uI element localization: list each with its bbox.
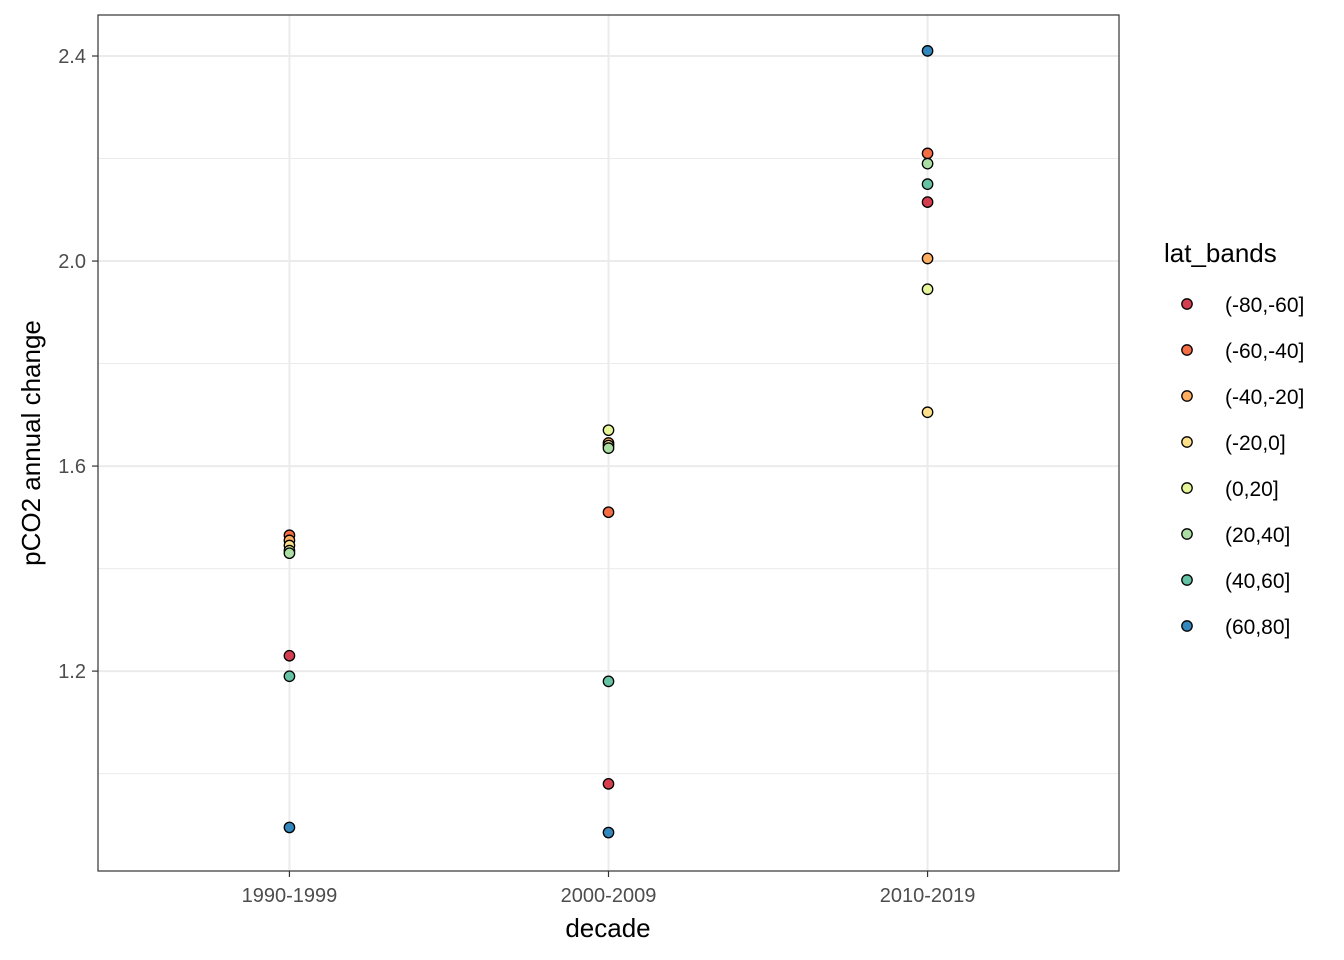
legend-key xyxy=(1181,298,1193,310)
data-point xyxy=(283,547,296,560)
x-tick-label: 1990-1999 xyxy=(242,885,338,907)
data-point xyxy=(921,178,934,190)
legend-label: (-20,0] xyxy=(1225,432,1286,455)
y-tick-label: 1.6 xyxy=(58,456,86,478)
y-axis: 1.2 1.6 2.0 2.4 xyxy=(58,46,98,683)
legend-label: (20,40] xyxy=(1225,524,1290,547)
x-tick-label: 2000-2009 xyxy=(561,885,657,907)
data-point xyxy=(921,196,934,208)
legend-key xyxy=(1181,574,1193,586)
legend-key xyxy=(1181,620,1193,632)
legend-title: lat_bands xyxy=(1164,238,1277,268)
x-axis: 1990-1999 2000-2009 2010-2019 xyxy=(242,871,976,907)
data-point xyxy=(602,675,615,688)
data-point xyxy=(602,424,615,437)
data-point xyxy=(602,506,615,519)
data-point xyxy=(921,406,934,419)
legend-key xyxy=(1181,528,1193,540)
x-axis-title: decade xyxy=(565,913,650,943)
x-tick-label: 2010-2019 xyxy=(880,885,976,907)
y-tick-label: 2.0 xyxy=(58,251,86,273)
y-axis-title: pCO2 annual change xyxy=(16,320,46,566)
data-point xyxy=(602,442,615,454)
legend-key xyxy=(1181,436,1193,448)
data-point xyxy=(921,283,934,296)
legend-key xyxy=(1181,482,1193,494)
data-point xyxy=(283,670,296,683)
data-points xyxy=(283,45,934,839)
legend-key xyxy=(1181,344,1193,356)
data-point xyxy=(602,778,615,790)
legend-label: (60,80] xyxy=(1225,616,1290,639)
data-point xyxy=(602,826,615,839)
legend-key xyxy=(1181,390,1193,402)
y-tick-label: 1.2 xyxy=(58,661,86,683)
legend-label: (-40,-20] xyxy=(1225,386,1304,409)
data-point xyxy=(921,45,934,57)
y-tick-label: 2.4 xyxy=(58,46,86,68)
legend-label: (-80,-60] xyxy=(1225,294,1304,317)
data-point xyxy=(921,252,934,265)
legend-label: (0,20] xyxy=(1225,478,1279,501)
legend: lat_bands (-80,-60] (-60,-40] (-40,-20] (-2… xyxy=(1164,238,1304,639)
data-point xyxy=(921,147,934,160)
data-point xyxy=(921,157,934,170)
data-point xyxy=(283,821,296,834)
legend-label: (40,60] xyxy=(1225,570,1290,593)
data-point xyxy=(283,649,296,662)
legend-label: (-60,-40] xyxy=(1225,340,1304,363)
